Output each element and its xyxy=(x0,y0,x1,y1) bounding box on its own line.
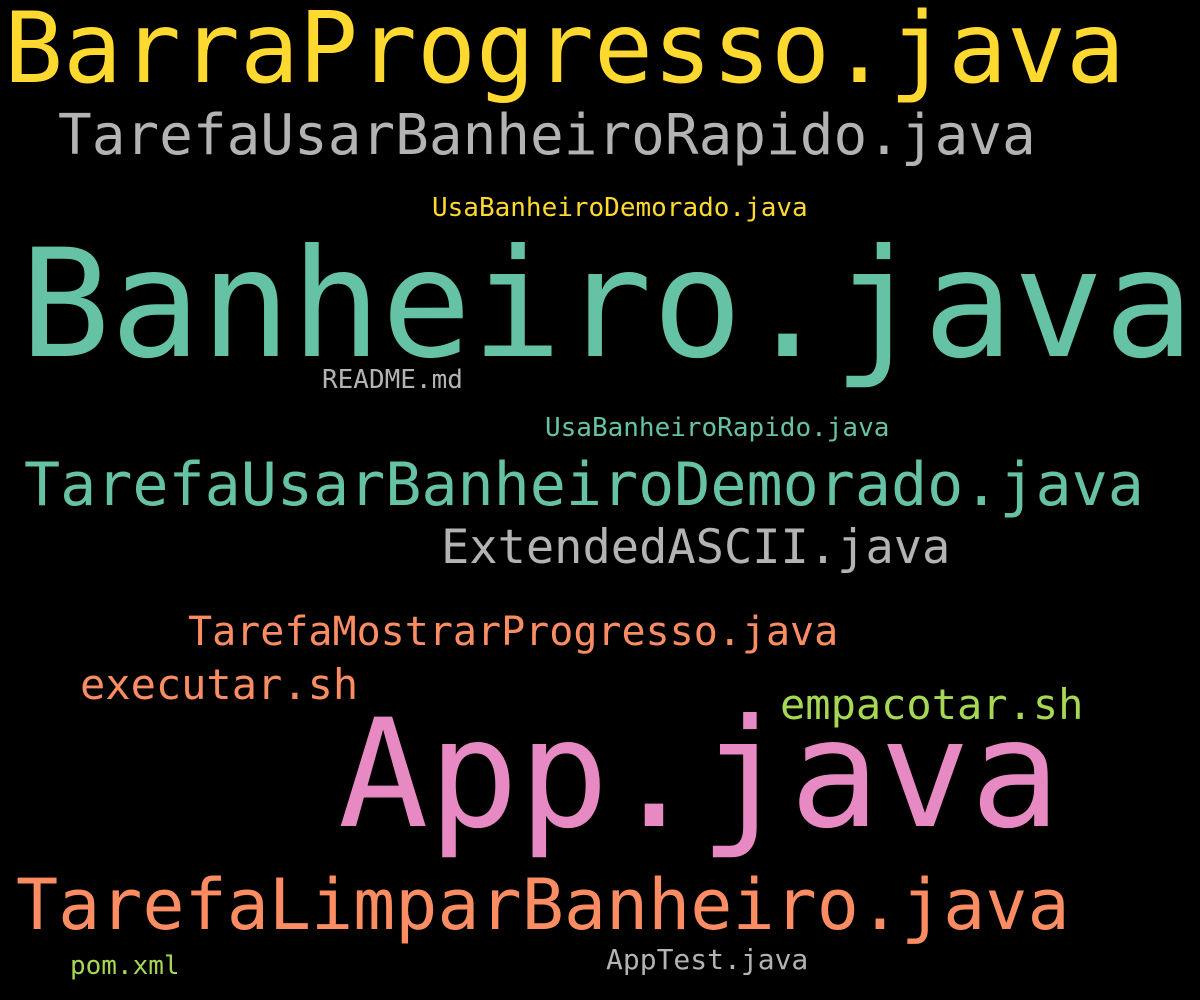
word-extended-ascii: ExtendedASCII.java xyxy=(441,520,951,575)
word-usa-banheiro-demorado: UsaBanheiroDemorado.java xyxy=(432,193,808,223)
word-tarefa-mostrar-progresso: TarefaMostrarProgresso.java xyxy=(188,609,839,655)
word-pom: pom.xml xyxy=(70,951,180,981)
word-tarefa-usar-banheiro-rapido: TarefaUsarBanheiroRapido.java xyxy=(58,103,1036,168)
word-tarefa-usar-banheiro-demorado: TarefaUsarBanheiroDemorado.java xyxy=(24,450,1144,520)
word-usa-banheiro-rapido: UsaBanheiroRapido.java xyxy=(545,413,890,443)
word-app: App.java xyxy=(338,688,1061,862)
word-barra-progresso: BarraProgresso.java xyxy=(4,0,1126,106)
word-empacotar: empacotar.sh xyxy=(780,680,1084,729)
word-banheiro: Banheiro.java xyxy=(20,218,1194,392)
word-readme: README.md xyxy=(322,365,463,395)
word-executar: executar.sh xyxy=(80,660,359,709)
word-tarefa-limpar-banheiro: TarefaLimparBanheiro.java xyxy=(16,864,1070,946)
word-app-test: AppTest.java xyxy=(606,943,809,976)
